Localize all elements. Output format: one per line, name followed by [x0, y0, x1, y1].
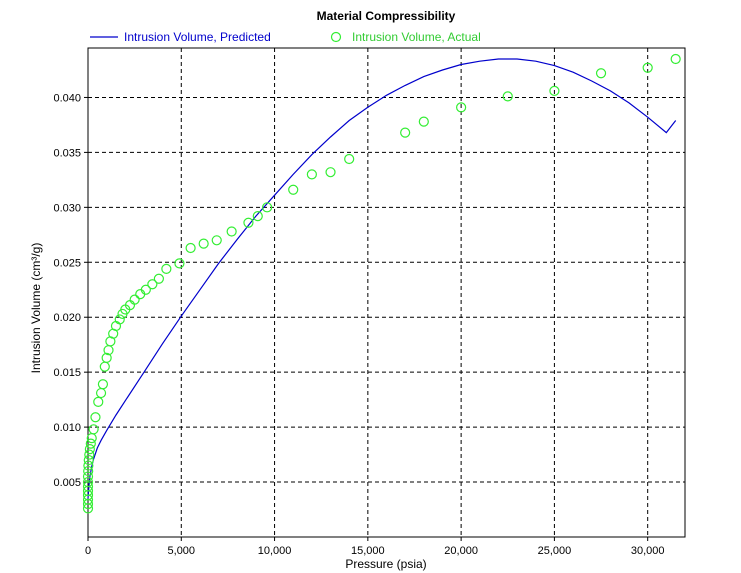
data-point-actual: [595, 68, 607, 79]
data-point-actual: [84, 443, 95, 455]
data-point-actual: [153, 273, 164, 284]
data-point-actual: [456, 102, 467, 113]
y-tick-label: 0.010: [53, 422, 81, 434]
x-axis-ticks: 0 5,000 10,000 15,000 20,000 25,000 30,000: [85, 537, 665, 557]
chart-title: Material Compressibility: [317, 9, 456, 23]
data-point-actual: [262, 202, 273, 213]
legend-label-actual: Intrusion Volume, Actual: [352, 30, 481, 44]
data-point-actual: [642, 62, 653, 73]
data-point-actual: [670, 53, 681, 65]
x-tick-label: 20,000: [444, 545, 478, 557]
data-point-actual: [82, 481, 94, 492]
data-point-actual: [88, 424, 99, 435]
y-axis-label: Intrusion Volume (cm³/g): [29, 243, 43, 374]
series-points: [82, 53, 681, 514]
y-tick-label: 0.035: [53, 147, 81, 159]
data-point-actual: [147, 279, 158, 290]
x-tick-label: 0: [85, 545, 91, 557]
data-point-actual: [400, 127, 411, 138]
data-point-actual: [82, 471, 94, 482]
data-point-actual: [418, 116, 429, 127]
x-tick-label: 10,000: [258, 545, 292, 557]
data-point-actual: [161, 263, 172, 274]
data-point-actual: [325, 167, 336, 178]
y-tick-label: 0.030: [53, 202, 81, 214]
data-point-actual: [129, 294, 140, 305]
y-tick-label: 0.040: [53, 92, 81, 104]
plot-area: [87, 47, 686, 538]
legend-marker-actual: [330, 31, 342, 43]
data-point-actual: [83, 465, 94, 477]
data-point-actual: [83, 454, 94, 466]
data-point-actual: [344, 153, 355, 165]
legend: Intrusion Volume, Predicted Intrusion Vo…: [90, 30, 481, 44]
x-tick-label: 30,000: [631, 545, 665, 557]
data-point-actual: [185, 242, 196, 254]
data-point-actual: [288, 184, 299, 195]
data-point-actual: [101, 352, 112, 363]
data-point-actual: [99, 361, 110, 372]
data-point-actual: [114, 314, 125, 325]
x-tick-label: 5,000: [168, 545, 196, 557]
x-tick-label: 15,000: [351, 545, 385, 557]
series-lines: [87, 58, 677, 499]
data-point-actual: [85, 438, 96, 449]
data-point-actual: [243, 217, 254, 228]
data-point-actual: [174, 258, 185, 269]
x-axis-label: Pressure (psia): [345, 557, 426, 571]
data-point-actual: [306, 169, 317, 180]
data-point-actual: [502, 91, 513, 102]
data-point-actual: [226, 226, 237, 237]
data-point-actual: [97, 379, 109, 390]
data-point-actual: [140, 284, 151, 295]
data-point-actual: [82, 476, 94, 488]
data-point-actual: [198, 238, 209, 249]
data-point-actual: [84, 449, 95, 460]
data-point-actual: [95, 387, 107, 399]
data-point-actual: [252, 211, 263, 222]
data-point-actual: [90, 412, 101, 423]
data-point-actual: [93, 396, 104, 407]
data-point-actual: [83, 460, 94, 471]
x-tick-label: 25,000: [538, 545, 572, 557]
y-tick-label: 0.020: [53, 312, 81, 324]
data-point-actual: [211, 235, 222, 246]
y-tick-label: 0.015: [53, 367, 81, 379]
data-point-actual: [86, 433, 97, 444]
data-point-actual: [549, 85, 560, 96]
y-tick-label: 0.025: [53, 257, 81, 269]
series-line-predicted: [87, 58, 677, 499]
grid: [88, 48, 685, 537]
y-axis-ticks: 0.005 0.010 0.015 0.020 0.025 0.030 0.035 0.040: [53, 92, 88, 489]
legend-label-predicted: Intrusion Volume, Predicted: [124, 30, 271, 44]
y-tick-label: 0.005: [53, 477, 81, 489]
